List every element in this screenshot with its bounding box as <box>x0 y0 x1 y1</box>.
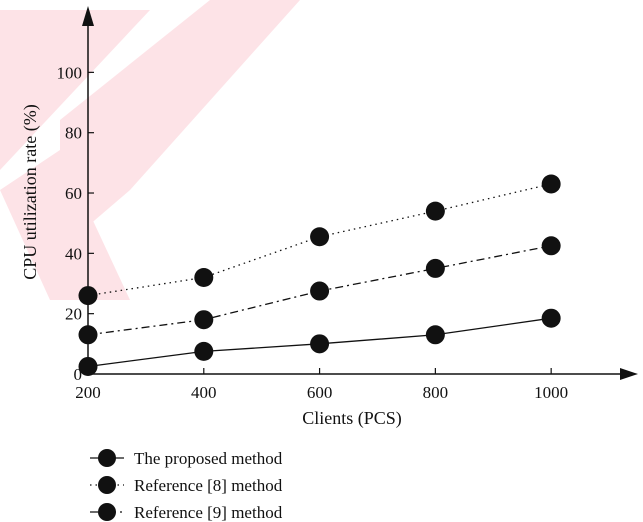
series-3 <box>78 236 561 345</box>
data-point <box>310 281 330 301</box>
data-point <box>425 325 445 345</box>
axes: 0 20 40 60 80 100 200 400 600 800 1000 Clients (PCS… <box>20 6 638 429</box>
series-2 <box>78 174 561 306</box>
data-point <box>425 201 445 221</box>
y-axis-title: CPU utilization rate (%) <box>20 104 41 279</box>
y-tick-label: 40 <box>65 244 82 263</box>
series-line <box>87 183 552 297</box>
x-axis-arrow <box>620 368 638 380</box>
x-tick-label: 1000 <box>534 383 568 402</box>
x-tick-label: 400 <box>191 383 217 402</box>
x-tick-label: 600 <box>307 383 333 402</box>
data-point <box>541 308 561 328</box>
data-point <box>541 236 561 256</box>
legend-label: Reference [9] method <box>134 503 283 522</box>
data-point <box>78 356 98 376</box>
data-point <box>194 310 214 330</box>
data-point <box>425 258 445 278</box>
legend-label: Reference [8] method <box>134 476 283 495</box>
x-tick-label: 200 <box>75 383 101 402</box>
legend-marker <box>98 476 116 494</box>
x-axis-title: Clients (PCS) <box>302 408 402 429</box>
series-layer <box>78 174 561 376</box>
data-point <box>310 334 330 354</box>
data-point <box>194 267 214 287</box>
legend-label: The proposed method <box>134 449 283 468</box>
legend-marker <box>98 449 116 467</box>
y-tick-label: 80 <box>65 124 82 143</box>
legend: The proposed method Reference [8] method R… <box>90 449 283 522</box>
series-1 <box>78 308 561 376</box>
data-point <box>541 174 561 194</box>
x-tick-label: 800 <box>423 383 449 402</box>
data-point <box>194 341 214 361</box>
data-point <box>78 286 98 306</box>
y-axis-arrow <box>82 6 94 26</box>
y-tick-label: 100 <box>57 63 83 82</box>
y-tick-label: 20 <box>65 305 82 324</box>
data-point <box>78 325 98 345</box>
y-tick-label: 60 <box>65 184 82 203</box>
data-point <box>310 227 330 247</box>
y-tick-label: 0 <box>74 365 83 384</box>
legend-marker <box>98 503 116 521</box>
